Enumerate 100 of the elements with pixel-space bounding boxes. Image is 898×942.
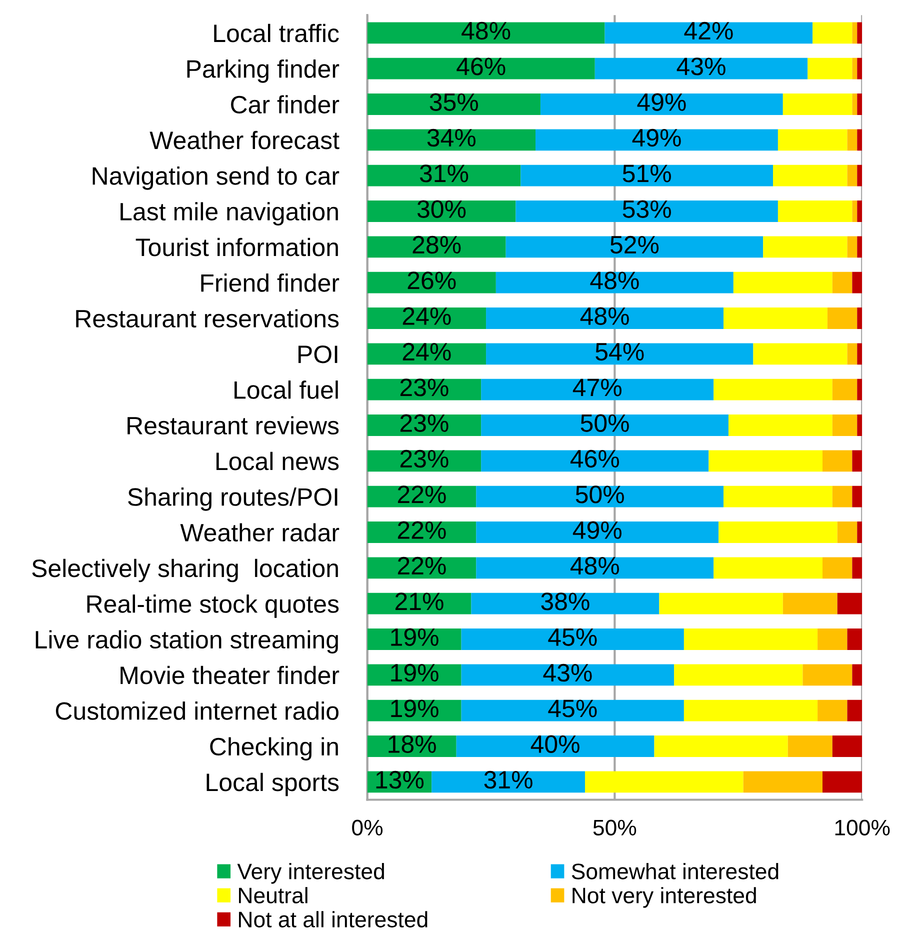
data-label: 42% — [684, 22, 733, 40]
bar — [367, 22, 605, 44]
bar — [367, 164, 521, 186]
y-tick-label: Customized internet radio — [56, 702, 338, 720]
bar — [724, 308, 828, 329]
bar — [832, 378, 858, 400]
bar — [847, 343, 858, 365]
bar — [471, 592, 660, 614]
bar — [852, 94, 858, 115]
data-label: 51% — [622, 164, 671, 182]
bar — [753, 343, 848, 365]
bar — [461, 700, 684, 722]
y-tick-label: Sharing routes/POI — [128, 488, 338, 511]
data-label: 50% — [576, 486, 624, 504]
bar — [857, 522, 862, 543]
y-tick-label: Tourist information — [136, 238, 338, 256]
bar — [684, 700, 818, 722]
bar — [827, 308, 858, 329]
data-label: 19% — [391, 628, 438, 646]
bar — [857, 308, 862, 329]
data-label: 50% — [580, 414, 629, 432]
bar — [837, 592, 862, 614]
bar — [832, 414, 858, 436]
y-tick-label: Real-time stock quotes — [87, 594, 339, 618]
data-label: 53% — [622, 200, 671, 218]
data-label: 43% — [676, 58, 726, 76]
bar — [808, 58, 852, 80]
data-label: 22% — [398, 556, 446, 575]
data-label: 52% — [610, 236, 659, 254]
y-tick-label: Car finder — [231, 95, 340, 114]
bar — [654, 736, 788, 757]
bar — [852, 272, 862, 294]
bar — [486, 308, 724, 329]
data-label: 18% — [388, 735, 436, 753]
data-label: 28% — [412, 236, 461, 254]
bar — [782, 94, 852, 115]
data-label: 46% — [570, 450, 620, 468]
data-label: 35% — [430, 93, 478, 111]
bar — [857, 94, 862, 115]
bar — [520, 164, 774, 186]
data-label: 21% — [395, 592, 444, 610]
bar — [857, 129, 862, 151]
bar — [674, 664, 803, 686]
bar — [852, 200, 858, 222]
bar — [481, 378, 714, 400]
y-tick-label: Restaurant reviews — [128, 416, 339, 435]
bar — [852, 22, 858, 44]
y-tick-label: Checking in — [210, 737, 338, 761]
bar — [822, 450, 852, 472]
bar — [604, 22, 813, 44]
y-tick-label: Weather forecast — [150, 130, 340, 150]
bar — [847, 164, 858, 186]
bar — [367, 129, 536, 151]
bar — [852, 486, 862, 508]
data-label: 49% — [637, 93, 686, 111]
bar — [461, 664, 674, 686]
bar — [708, 450, 822, 472]
bar — [432, 771, 585, 793]
data-label: 19% — [391, 700, 438, 718]
bar — [852, 664, 862, 686]
bar — [852, 557, 862, 579]
data-label: 40% — [530, 735, 580, 753]
bar — [486, 343, 754, 365]
bar — [536, 129, 778, 151]
x-tick-label: 0% — [352, 820, 383, 836]
bar — [584, 771, 744, 793]
bar — [857, 236, 862, 258]
bar — [743, 771, 822, 793]
bar — [476, 486, 724, 508]
x-tick-label: 100% — [835, 820, 890, 836]
data-label: 46% — [456, 58, 506, 76]
bar — [684, 628, 818, 650]
y-tick-label: Friend finder — [201, 274, 340, 292]
data-label: 19% — [391, 664, 438, 682]
bar — [594, 58, 808, 80]
data-label: 31% — [484, 770, 532, 789]
bar — [714, 557, 822, 579]
bar — [367, 200, 516, 222]
bar — [540, 94, 783, 115]
bar — [847, 628, 862, 650]
bar — [516, 200, 778, 222]
bar — [832, 486, 852, 508]
bar — [812, 22, 852, 44]
bar — [659, 592, 783, 614]
y-tick-label: Live radio station streaming — [36, 630, 338, 654]
y-tick-label: Local fuel — [234, 380, 338, 399]
bar — [802, 664, 852, 686]
bar — [857, 58, 862, 80]
y-tick-label: Last mile navigation — [120, 202, 338, 226]
bar — [847, 236, 858, 258]
legend-label: Very interested — [237, 863, 384, 884]
bar — [818, 628, 848, 650]
bar — [367, 308, 486, 329]
bar — [857, 378, 862, 400]
bar — [788, 736, 832, 757]
data-label: 45% — [548, 628, 597, 646]
y-tick-label: Local sports — [206, 772, 339, 796]
data-label: 23% — [400, 414, 448, 432]
y-tick-label: Parking finder — [187, 60, 340, 83]
bar — [496, 272, 734, 294]
